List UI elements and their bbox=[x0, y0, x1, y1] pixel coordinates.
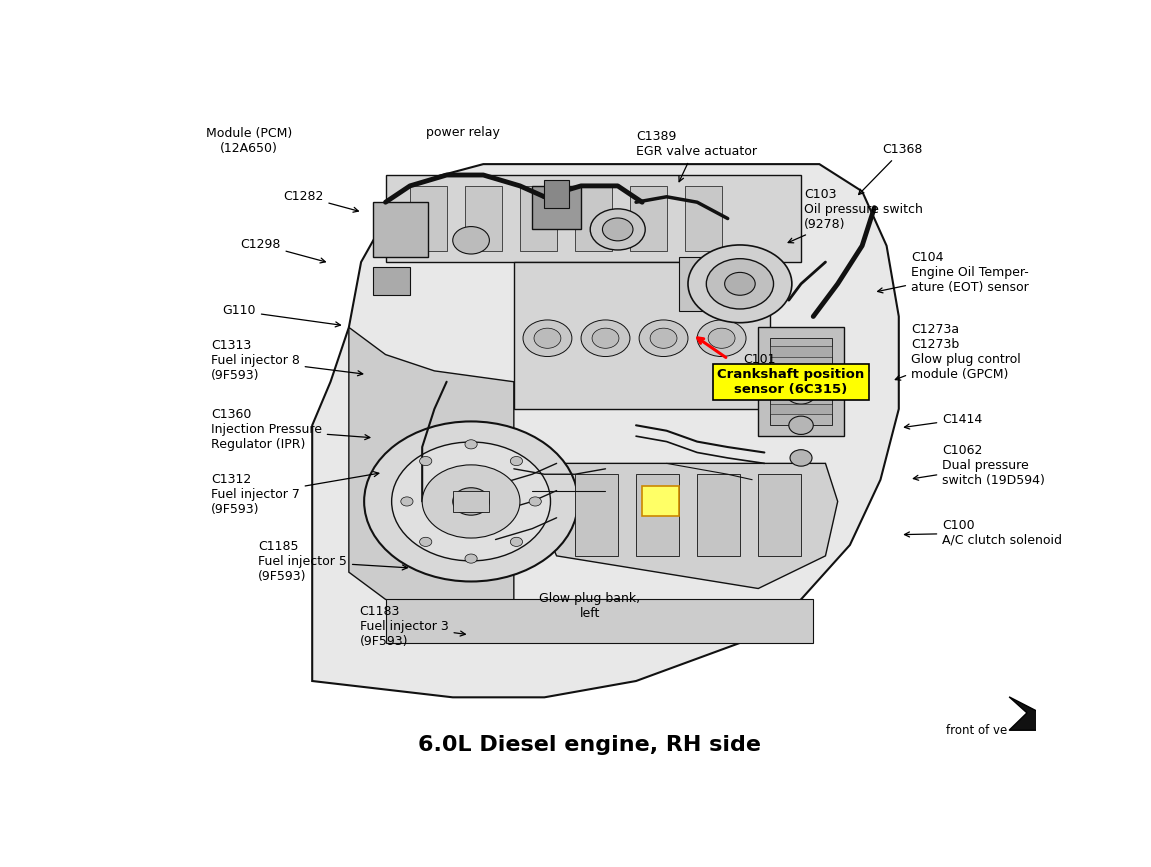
Circle shape bbox=[788, 416, 814, 434]
Bar bbox=[685, 186, 722, 251]
Circle shape bbox=[707, 258, 773, 309]
Text: power relay: power relay bbox=[426, 127, 501, 140]
Bar bbox=[532, 186, 581, 230]
Text: front of ve: front of ve bbox=[946, 724, 1007, 737]
Circle shape bbox=[790, 450, 811, 466]
Circle shape bbox=[401, 497, 413, 506]
Bar bbox=[410, 186, 447, 251]
Polygon shape bbox=[1009, 697, 1041, 730]
Bar bbox=[770, 365, 831, 376]
Bar bbox=[770, 384, 831, 395]
Circle shape bbox=[510, 538, 523, 546]
Text: C1414: C1414 bbox=[905, 413, 983, 429]
Text: C103
Oil pressure switch
(9278): C103 Oil pressure switch (9278) bbox=[788, 188, 923, 243]
Circle shape bbox=[452, 488, 489, 515]
Bar bbox=[373, 202, 428, 257]
Circle shape bbox=[602, 218, 633, 241]
Text: C1368: C1368 bbox=[859, 143, 923, 194]
Text: C1185
Fuel injector 5
(9F593): C1185 Fuel injector 5 (9F593) bbox=[258, 540, 407, 583]
Text: C104
Engine Oil Temper-
ature (EOT) sensor: C104 Engine Oil Temper- ature (EOT) sens… bbox=[878, 251, 1029, 294]
Text: C1360
Injection Pressure
Regulator (IPR): C1360 Injection Pressure Regulator (IPR) bbox=[211, 408, 369, 452]
Circle shape bbox=[590, 209, 646, 250]
Bar bbox=[770, 338, 831, 426]
Text: C1062
Dual pressure
switch (19D594): C1062 Dual pressure switch (19D594) bbox=[914, 445, 1045, 487]
Bar bbox=[513, 262, 770, 409]
Text: C1298: C1298 bbox=[241, 238, 326, 263]
Circle shape bbox=[534, 329, 561, 349]
Bar bbox=[544, 180, 569, 208]
Circle shape bbox=[391, 442, 550, 561]
Polygon shape bbox=[312, 164, 899, 697]
Circle shape bbox=[465, 440, 478, 449]
Text: C101: C101 bbox=[744, 353, 776, 366]
Text: C1312
Fuel injector 7
(9F593): C1312 Fuel injector 7 (9F593) bbox=[211, 472, 379, 516]
Bar bbox=[386, 599, 814, 643]
Circle shape bbox=[592, 329, 619, 349]
Bar bbox=[679, 257, 734, 311]
Circle shape bbox=[786, 381, 816, 404]
Circle shape bbox=[422, 465, 520, 538]
Bar bbox=[637, 474, 679, 556]
Polygon shape bbox=[349, 328, 513, 621]
Text: G110: G110 bbox=[222, 304, 341, 327]
Bar bbox=[770, 347, 831, 357]
Bar bbox=[373, 268, 410, 295]
Circle shape bbox=[420, 457, 432, 466]
Bar bbox=[465, 186, 502, 251]
Circle shape bbox=[364, 421, 578, 582]
Polygon shape bbox=[532, 463, 838, 589]
Text: C100
A/C clutch solenoid: C100 A/C clutch solenoid bbox=[905, 518, 1062, 546]
Text: Crankshaft position
sensor (6C315): Crankshaft position sensor (6C315) bbox=[717, 368, 864, 395]
Circle shape bbox=[523, 320, 572, 356]
Circle shape bbox=[639, 320, 688, 356]
Text: C1389
EGR valve actuator: C1389 EGR valve actuator bbox=[637, 130, 757, 182]
Bar bbox=[452, 491, 489, 512]
Bar bbox=[630, 186, 666, 251]
Circle shape bbox=[420, 538, 432, 546]
Bar bbox=[576, 474, 618, 556]
Text: Glow plug bank,
left: Glow plug bank, left bbox=[540, 592, 640, 620]
Bar bbox=[698, 474, 740, 556]
Bar bbox=[576, 186, 611, 251]
Circle shape bbox=[510, 457, 523, 466]
Text: C1183
Fuel injector 3
(9F593): C1183 Fuel injector 3 (9F593) bbox=[360, 604, 465, 648]
Bar bbox=[770, 403, 831, 414]
Circle shape bbox=[581, 320, 630, 356]
Circle shape bbox=[465, 554, 478, 564]
Text: C1282: C1282 bbox=[283, 190, 358, 212]
Bar bbox=[642, 486, 679, 517]
Text: Module (PCM)
(12A650): Module (PCM) (12A650) bbox=[206, 127, 292, 154]
Circle shape bbox=[529, 497, 541, 506]
Circle shape bbox=[708, 329, 735, 349]
Circle shape bbox=[452, 226, 489, 254]
Circle shape bbox=[698, 320, 746, 356]
Bar bbox=[386, 175, 801, 262]
Bar bbox=[759, 474, 801, 556]
Circle shape bbox=[725, 272, 755, 296]
Text: C1273a
C1273b
Glow plug control
module (GPCM): C1273a C1273b Glow plug control module (… bbox=[895, 323, 1021, 381]
Text: 6.0L Diesel engine, RH side: 6.0L Diesel engine, RH side bbox=[418, 735, 762, 755]
Circle shape bbox=[688, 245, 792, 323]
Circle shape bbox=[650, 329, 677, 349]
Bar bbox=[759, 328, 844, 436]
Text: C1313
Fuel injector 8
(9F593): C1313 Fuel injector 8 (9F593) bbox=[211, 339, 363, 381]
Bar bbox=[520, 186, 557, 251]
